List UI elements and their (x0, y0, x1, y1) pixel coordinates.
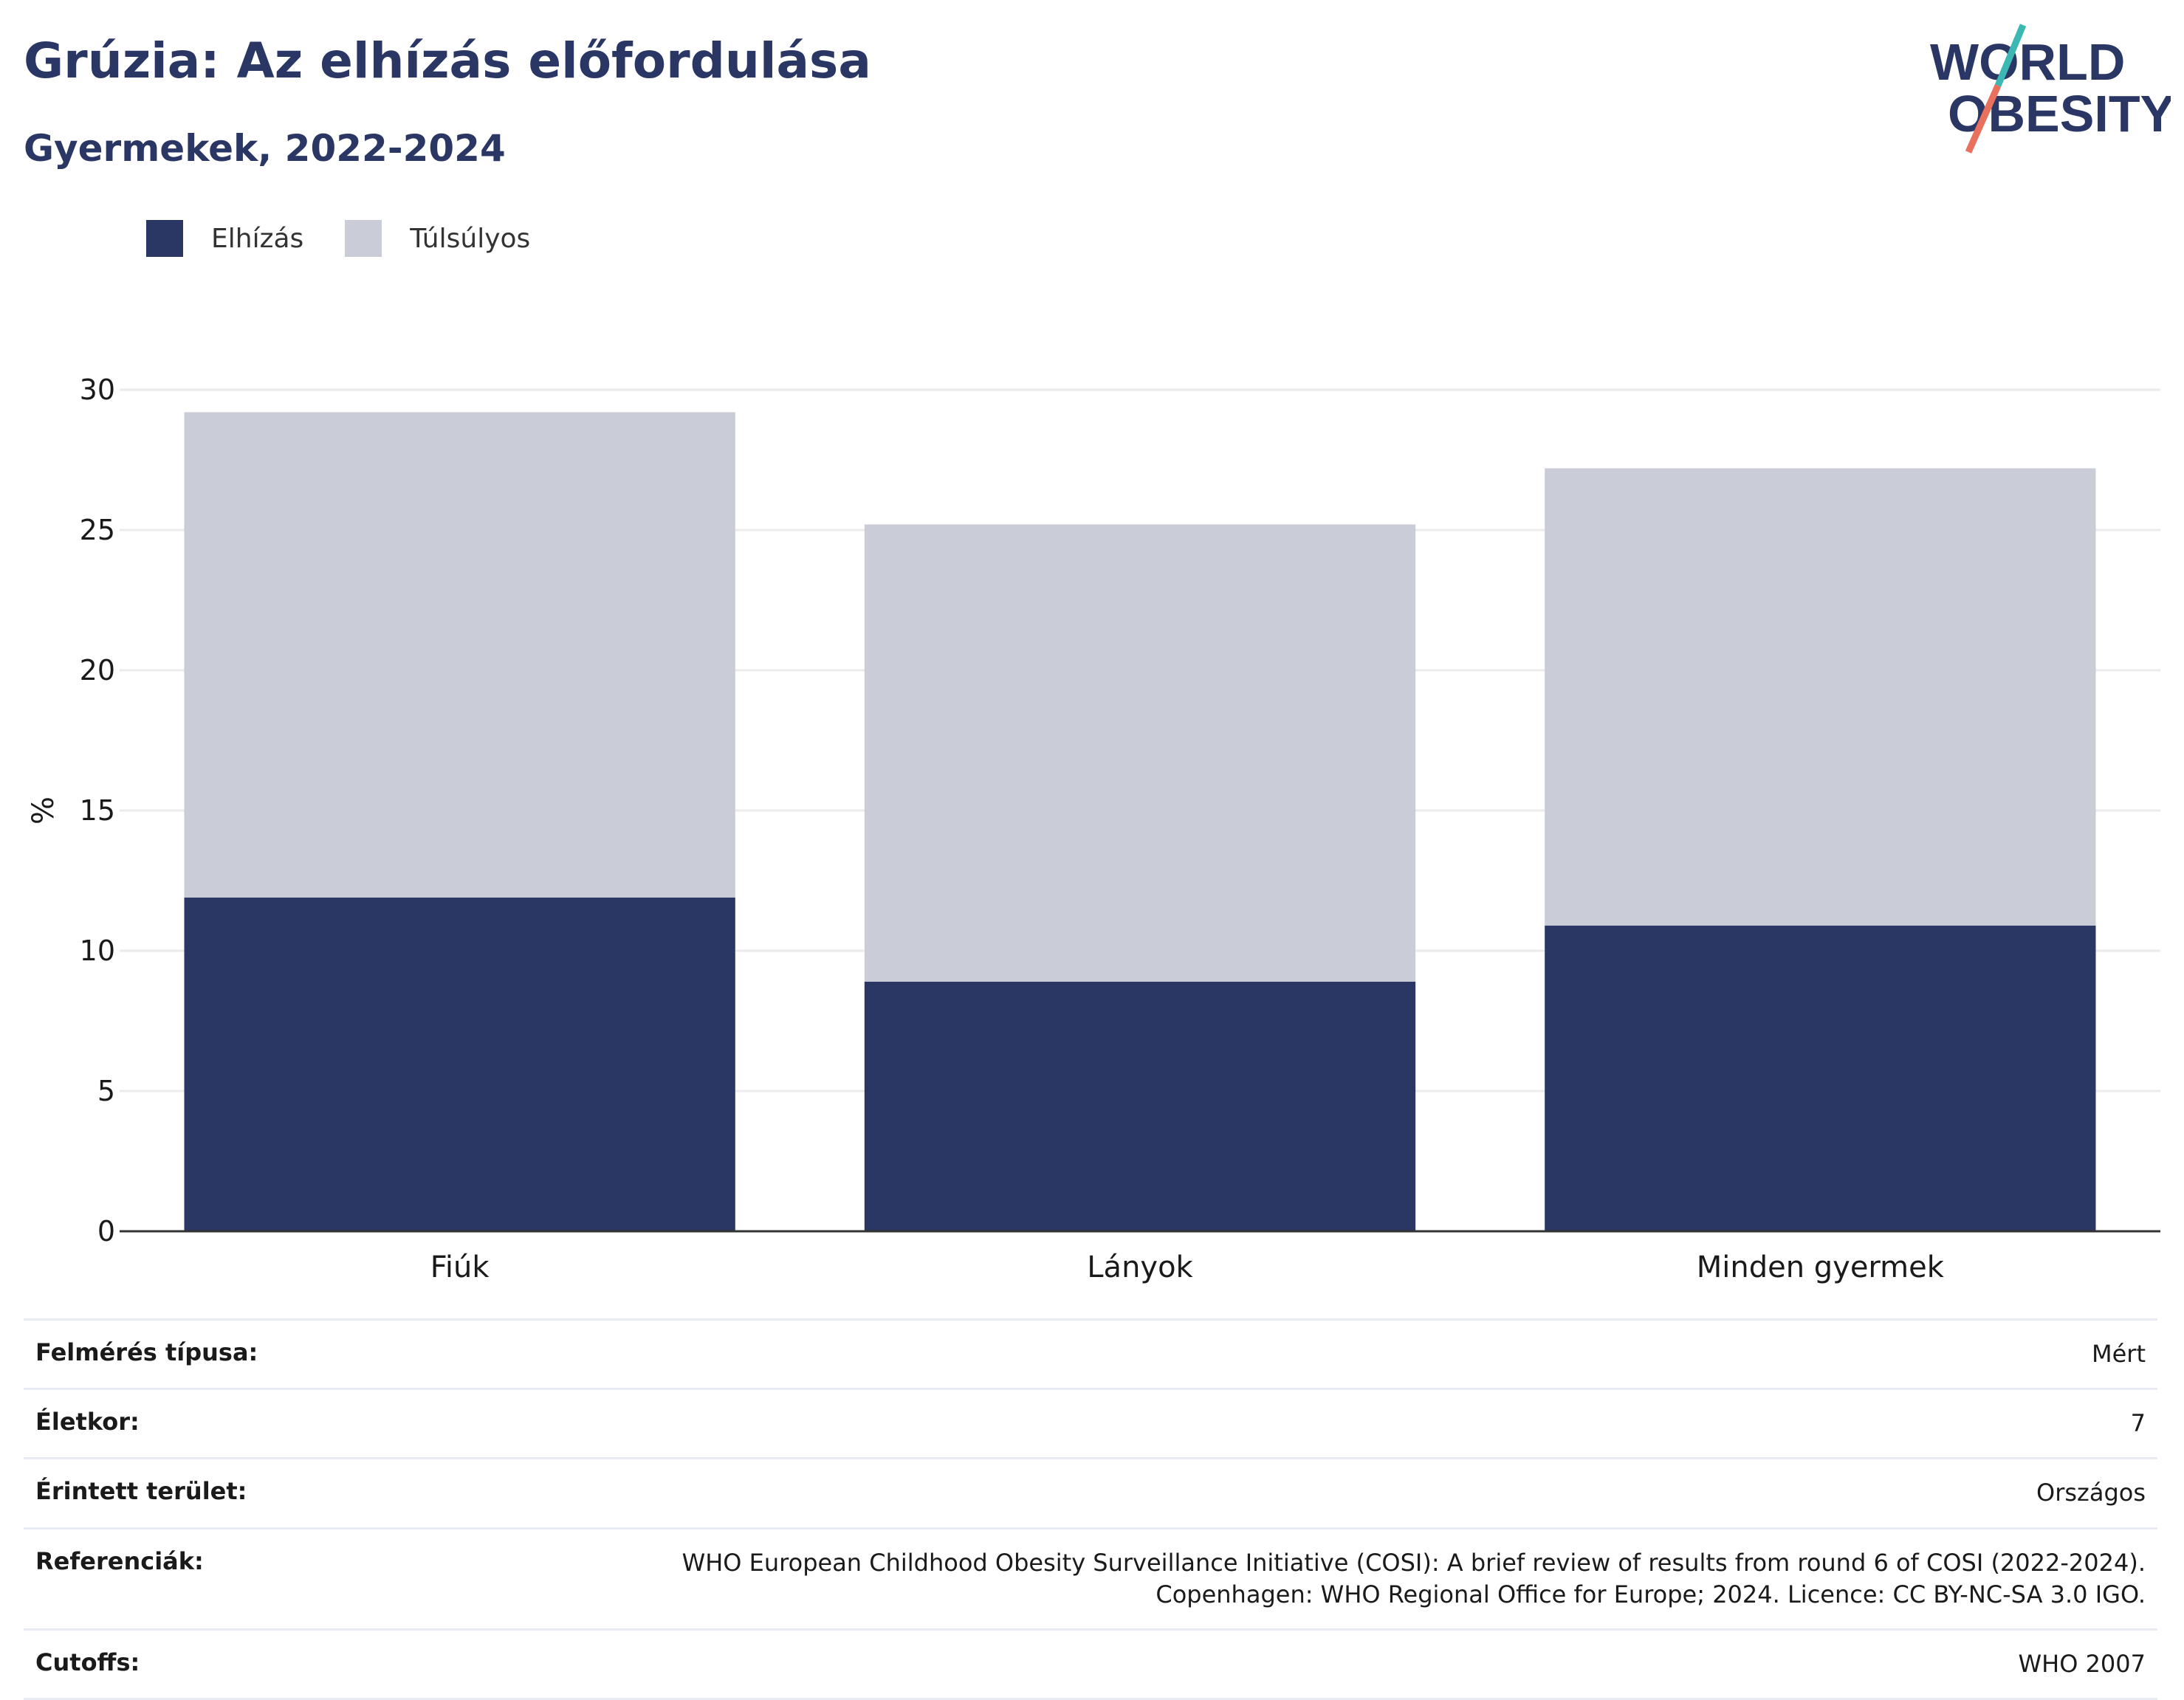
metadata-value: Mért (2092, 1340, 2146, 1368)
stacked-bar-chart: 0 5 10 15 20 25 30% Fiúk Lányok Minden gyermek (27, 374, 2160, 1284)
legend-item-overweight[interactable]: Túlsúlyos (345, 220, 530, 257)
bar-overweight (1545, 468, 2096, 926)
metadata-label: Referenciák: (35, 1546, 204, 1575)
legend-swatch-overweight (345, 220, 382, 257)
bar-obesity (1545, 925, 2096, 1231)
legend-swatch-obesity (146, 220, 183, 257)
world-obesity-logo: WORLD OBESITY (1930, 24, 2171, 154)
legend-label-overweight: Túlsúlyos (410, 223, 531, 254)
y-tick-label: 30 (80, 374, 115, 406)
logo-text-world: WORLD (1930, 33, 2125, 91)
y-tick-label: 5 (97, 1075, 115, 1107)
metadata-label: Érintett terület: (35, 1477, 247, 1506)
metadata-row-references: Referenciák: WHO European Childhood Obes… (24, 1527, 2157, 1628)
logo-slash-bottom (1965, 84, 2002, 154)
metadata-label: Életkor: (35, 1408, 140, 1436)
metadata-label: Cutoffs: (35, 1648, 140, 1676)
y-tick-label: 25 (80, 514, 115, 546)
logo-text-obesity: OBESITY (1948, 85, 2171, 142)
metadata-value: WHO European Childhood Obesity Surveilla… (681, 1548, 2146, 1608)
bar-obesity (184, 897, 735, 1231)
y-tick-label: 20 (80, 654, 115, 686)
logo-slash-top (1994, 24, 2027, 87)
y-axis-label: % (27, 796, 61, 825)
y-tick-label: 0 (97, 1215, 115, 1248)
y-tick-label: 15 (80, 794, 115, 827)
legend-label-obesity: Elhízás (211, 223, 304, 254)
bar-overweight (864, 524, 1416, 982)
bar-overweight (184, 412, 735, 898)
x-tick-label: Minden gyermek (1697, 1250, 1945, 1284)
metadata-value: WHO 2007 (2018, 1649, 2146, 1678)
metadata-value: Országos (2036, 1479, 2146, 1507)
y-tick-label: 10 (80, 935, 115, 967)
metadata-row-survey-type: Felmérés típusa: Mért (24, 1318, 2157, 1388)
metadata-row-cutoffs: Cutoffs: WHO 2007 (24, 1628, 2157, 1700)
metadata-table: Felmérés típusa: Mért Életkor: 7 Érintet… (24, 1318, 2157, 1700)
x-tick-label: Fiúk (430, 1250, 490, 1284)
chart-legend: Elhízás Túlsúlyos (146, 220, 571, 257)
bar-obesity (864, 981, 1416, 1231)
legend-item-obesity[interactable]: Elhízás (146, 220, 303, 257)
chart-subtitle: Gyermekek, 2022-2024 (24, 127, 506, 170)
metadata-label: Felmérés típusa: (35, 1338, 258, 1366)
metadata-row-age: Életkor: 7 (24, 1388, 2157, 1457)
metadata-value: 7 (2130, 1409, 2146, 1438)
chart-title: Grúzia: Az elhízás előfordulása (24, 32, 871, 89)
metadata-row-area: Érintett terület: Országos (24, 1457, 2157, 1527)
x-tick-label: Lányok (1087, 1250, 1193, 1284)
